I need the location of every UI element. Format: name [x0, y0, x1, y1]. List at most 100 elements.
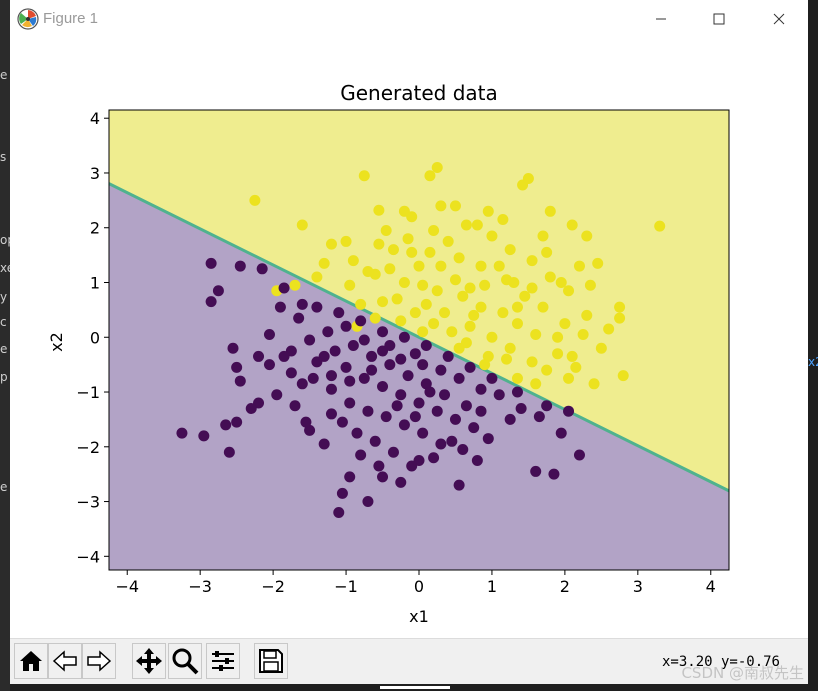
data-point-class-0 — [471, 454, 483, 466]
maximize-button[interactable] — [690, 0, 748, 38]
home-button[interactable] — [14, 643, 48, 679]
data-point-class-1 — [526, 255, 538, 267]
data-point-class-1 — [570, 361, 582, 373]
data-point-class-0 — [548, 468, 560, 480]
data-point-class-0 — [234, 375, 246, 387]
data-point-class-1 — [358, 170, 370, 182]
data-point-class-1 — [373, 238, 385, 250]
data-point-class-1 — [501, 353, 513, 365]
data-point-class-0 — [311, 301, 323, 313]
configure-subplots-button[interactable] — [206, 643, 240, 679]
data-point-class-0 — [234, 260, 246, 272]
save-button[interactable] — [254, 643, 288, 679]
x-tick-label: −4 — [115, 577, 139, 596]
data-point-class-0 — [409, 411, 421, 423]
data-point-class-1 — [475, 260, 487, 272]
zoom-button[interactable] — [168, 643, 202, 679]
data-point-class-0 — [263, 359, 275, 371]
data-point-class-0 — [304, 424, 316, 436]
data-point-class-0 — [453, 479, 465, 491]
data-point-class-1 — [380, 224, 392, 236]
data-point-class-1 — [563, 372, 575, 384]
background-app-right-strip: x2 — [808, 0, 818, 691]
matplotlib-logo-icon — [17, 8, 39, 30]
data-point-class-0 — [475, 383, 487, 395]
data-point-class-1 — [475, 301, 487, 313]
x-tick-label: −2 — [261, 577, 285, 596]
data-point-class-1 — [511, 318, 523, 330]
forward-arrow-icon — [87, 650, 112, 672]
data-point-class-1 — [595, 342, 607, 354]
back-button[interactable] — [48, 643, 82, 679]
data-point-class-0 — [358, 372, 370, 384]
data-point-class-1 — [526, 282, 538, 294]
data-point-class-1 — [311, 271, 323, 283]
y-axis-label: x2 — [47, 332, 66, 352]
data-point-class-1 — [439, 307, 451, 319]
forward-button[interactable] — [82, 643, 116, 679]
x-tick-label: −3 — [188, 577, 212, 596]
data-point-class-0 — [493, 389, 505, 401]
data-point-class-1 — [566, 219, 578, 231]
data-point-class-0 — [231, 416, 243, 428]
data-point-class-1 — [559, 318, 571, 330]
data-point-class-0 — [428, 452, 440, 464]
pan-button[interactable] — [132, 643, 166, 679]
data-point-class-0 — [409, 348, 421, 360]
data-point-class-0 — [366, 364, 378, 376]
data-point-class-0 — [325, 383, 337, 395]
data-point-class-1 — [614, 301, 626, 313]
data-point-class-0 — [475, 405, 487, 417]
data-point-class-1 — [504, 342, 516, 354]
data-point-class-1 — [395, 315, 407, 327]
data-point-class-1 — [442, 235, 454, 247]
data-point-class-0 — [439, 389, 451, 401]
data-point-class-1 — [387, 244, 399, 256]
data-point-class-0 — [391, 400, 403, 412]
data-point-class-0 — [420, 339, 432, 351]
back-arrow-icon — [52, 650, 77, 672]
data-point-class-1 — [384, 263, 396, 275]
data-point-class-0 — [340, 361, 352, 373]
data-point-class-1 — [581, 230, 593, 242]
y-tick-label: 0 — [90, 328, 100, 347]
data-point-class-0 — [420, 378, 432, 390]
data-point-class-1 — [424, 246, 436, 258]
data-point-class-1 — [471, 219, 483, 231]
data-point-class-1 — [468, 309, 480, 321]
data-point-class-0 — [435, 364, 447, 376]
data-point-class-0 — [333, 507, 345, 518]
data-point-class-0 — [253, 350, 265, 362]
y-tick-label: 1 — [90, 274, 100, 293]
data-point-class-1 — [497, 214, 509, 226]
data-point-class-1 — [522, 172, 534, 184]
data-point-class-0 — [278, 350, 290, 362]
left-edge-glyph: e — [0, 68, 8, 82]
data-point-class-1 — [391, 293, 403, 305]
left-edge-glyph: xe — [0, 261, 10, 275]
figure-canvas[interactable]: Generated data −4 −3 −2 −1 0 1 2 3 4 4 3 2 1 0 −1 −2 −3 −… — [10, 38, 808, 638]
data-point-class-1 — [552, 348, 564, 360]
data-point-class-0 — [325, 408, 337, 420]
left-edge-glyph: y — [0, 290, 8, 304]
data-point-class-0 — [395, 389, 407, 401]
data-point-class-0 — [333, 307, 345, 319]
home-icon — [20, 651, 42, 671]
data-point-class-0 — [311, 356, 323, 368]
data-point-class-0 — [504, 413, 516, 425]
data-point-class-0 — [377, 471, 389, 483]
data-point-class-1 — [544, 271, 556, 283]
minimize-button[interactable] — [632, 0, 690, 38]
title-bar[interactable]: Figure 1 — [10, 0, 808, 38]
close-button[interactable] — [750, 0, 808, 38]
data-point-class-0 — [256, 263, 268, 275]
navigation-toolbar: x=3.20 y=-0.76 — [10, 638, 808, 684]
data-point-class-1 — [428, 318, 440, 330]
data-point-class-1 — [417, 326, 429, 338]
data-point-class-1 — [654, 220, 666, 232]
data-point-class-0 — [220, 419, 232, 431]
data-point-class-0 — [442, 350, 454, 362]
data-point-class-0 — [205, 257, 217, 269]
data-point-class-0 — [362, 496, 374, 508]
data-point-class-0 — [347, 339, 359, 351]
